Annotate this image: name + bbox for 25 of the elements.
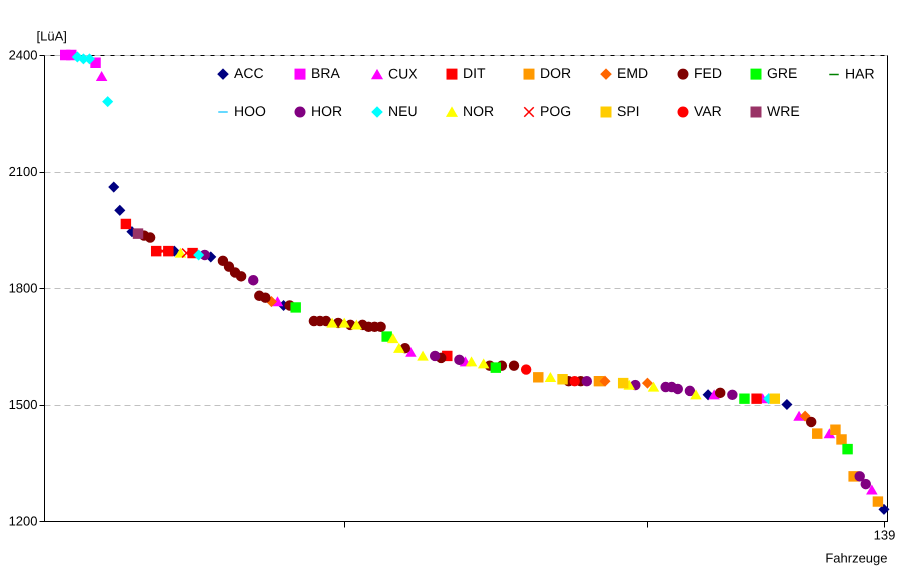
legend-label: WRE (767, 103, 800, 119)
legend-label: VAR (694, 103, 722, 119)
y-axis-title: [LüA] (36, 28, 67, 44)
legend-label: ACC (234, 65, 264, 82)
y-tick-label: 2100 (8, 164, 38, 179)
x-axis-title: Fahrzeuge (825, 550, 888, 566)
legend-label: DOR (540, 65, 572, 82)
y-tick-label: 2400 (8, 48, 38, 62)
legend-label: BRA (311, 65, 340, 82)
legend-label: POG (540, 103, 572, 119)
y-tick-label: 1500 (8, 397, 38, 412)
legend-label: CUX (388, 65, 418, 82)
legend-label: GRE (767, 65, 798, 82)
legend-label: EMD (617, 65, 648, 82)
legend-label: NEU (388, 103, 418, 119)
y-tick-label: 1200 (8, 514, 38, 528)
legend-label: HOO (234, 103, 266, 119)
x-tick-label: 139 (874, 528, 896, 542)
y-tick-label: 1800 (8, 280, 38, 296)
legend-label: DIT (463, 65, 486, 82)
legend-label: FED (694, 65, 722, 82)
legend-label: HAR (845, 66, 875, 82)
legend-label: NOR (463, 103, 494, 119)
legend-label: SPI (617, 103, 640, 119)
legend-label: HOR (311, 103, 342, 119)
